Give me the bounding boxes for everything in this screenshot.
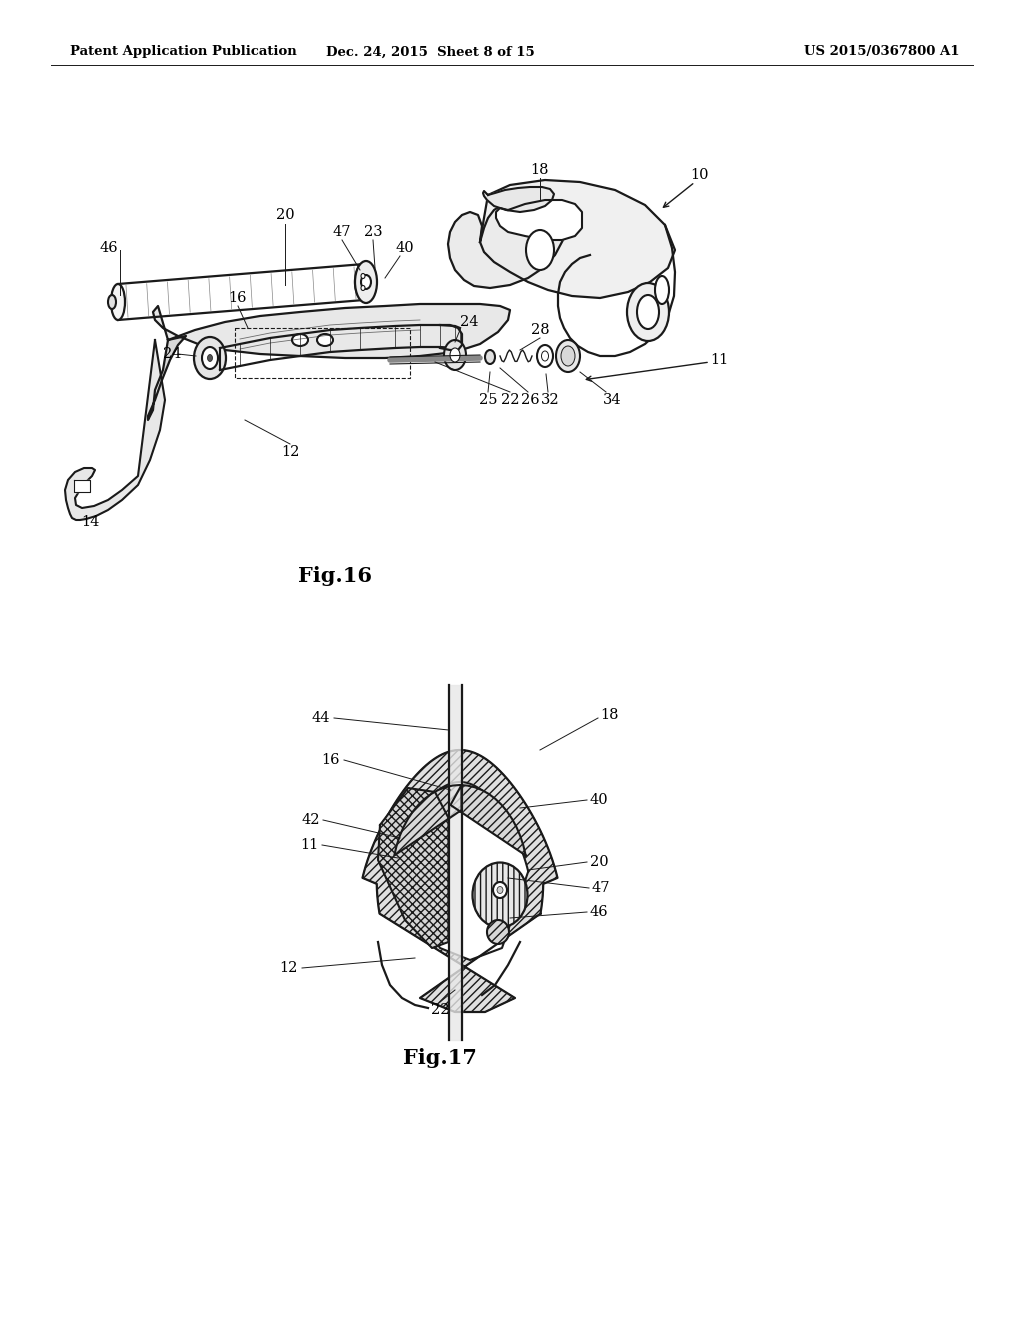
Polygon shape xyxy=(362,750,557,1012)
Ellipse shape xyxy=(497,887,503,894)
Polygon shape xyxy=(394,785,525,855)
Ellipse shape xyxy=(355,261,377,304)
Text: 16: 16 xyxy=(322,752,340,767)
Text: 28: 28 xyxy=(530,323,549,337)
Ellipse shape xyxy=(111,284,125,319)
Text: 20: 20 xyxy=(275,209,294,222)
Text: 24: 24 xyxy=(163,347,181,360)
Text: Fig.16: Fig.16 xyxy=(298,566,372,586)
Text: 25: 25 xyxy=(479,393,498,407)
Ellipse shape xyxy=(202,347,218,370)
Text: 44: 44 xyxy=(311,711,330,725)
Text: 14: 14 xyxy=(81,515,99,529)
Text: 22: 22 xyxy=(501,393,519,407)
Text: 11: 11 xyxy=(710,352,728,367)
Text: 11: 11 xyxy=(300,838,318,851)
Ellipse shape xyxy=(472,862,527,928)
Text: 32: 32 xyxy=(541,393,559,407)
Ellipse shape xyxy=(655,276,669,304)
Ellipse shape xyxy=(556,341,580,372)
Text: 46: 46 xyxy=(99,242,118,255)
Polygon shape xyxy=(449,685,462,1040)
Text: Dec. 24, 2015  Sheet 8 of 15: Dec. 24, 2015 Sheet 8 of 15 xyxy=(326,45,535,58)
Ellipse shape xyxy=(355,264,373,300)
Ellipse shape xyxy=(361,273,365,279)
Ellipse shape xyxy=(485,350,495,364)
Bar xyxy=(234,327,410,378)
Polygon shape xyxy=(153,304,510,358)
Text: 40: 40 xyxy=(395,242,415,255)
Text: 23: 23 xyxy=(364,224,382,239)
Text: Fig.17: Fig.17 xyxy=(403,1048,477,1068)
Text: 20: 20 xyxy=(590,855,608,869)
Polygon shape xyxy=(392,781,528,960)
Ellipse shape xyxy=(493,882,507,898)
Ellipse shape xyxy=(526,230,554,271)
Text: 16: 16 xyxy=(228,290,247,305)
Polygon shape xyxy=(65,341,165,520)
Ellipse shape xyxy=(317,334,333,346)
Text: 22: 22 xyxy=(431,1003,450,1016)
Text: 18: 18 xyxy=(530,162,549,177)
Text: 10: 10 xyxy=(691,168,710,182)
Ellipse shape xyxy=(537,345,553,367)
Ellipse shape xyxy=(108,294,116,309)
Text: 34: 34 xyxy=(603,393,622,407)
Polygon shape xyxy=(496,201,582,240)
Polygon shape xyxy=(74,480,90,492)
Text: 47: 47 xyxy=(333,224,351,239)
Ellipse shape xyxy=(561,346,575,366)
Text: Patent Application Publication: Patent Application Publication xyxy=(70,45,297,58)
Text: 24: 24 xyxy=(460,315,478,329)
Ellipse shape xyxy=(361,275,371,289)
Text: 12: 12 xyxy=(281,445,299,459)
Polygon shape xyxy=(449,198,568,288)
Ellipse shape xyxy=(361,285,365,290)
Ellipse shape xyxy=(208,355,213,362)
Text: 46: 46 xyxy=(590,906,608,919)
Ellipse shape xyxy=(542,351,549,360)
Ellipse shape xyxy=(487,920,509,944)
Text: 12: 12 xyxy=(280,961,298,975)
Text: 42: 42 xyxy=(301,813,319,828)
Polygon shape xyxy=(378,788,449,948)
Polygon shape xyxy=(148,337,186,420)
Text: 47: 47 xyxy=(592,880,610,895)
Text: 26: 26 xyxy=(520,393,540,407)
Ellipse shape xyxy=(444,341,466,370)
Text: US 2015/0367800 A1: US 2015/0367800 A1 xyxy=(805,45,961,58)
Ellipse shape xyxy=(194,337,226,379)
Polygon shape xyxy=(480,180,675,298)
Ellipse shape xyxy=(450,348,460,362)
Ellipse shape xyxy=(292,334,308,346)
Text: 40: 40 xyxy=(590,793,608,807)
Ellipse shape xyxy=(627,282,669,341)
Polygon shape xyxy=(483,187,554,213)
Ellipse shape xyxy=(637,294,659,329)
Text: 18: 18 xyxy=(600,708,618,722)
